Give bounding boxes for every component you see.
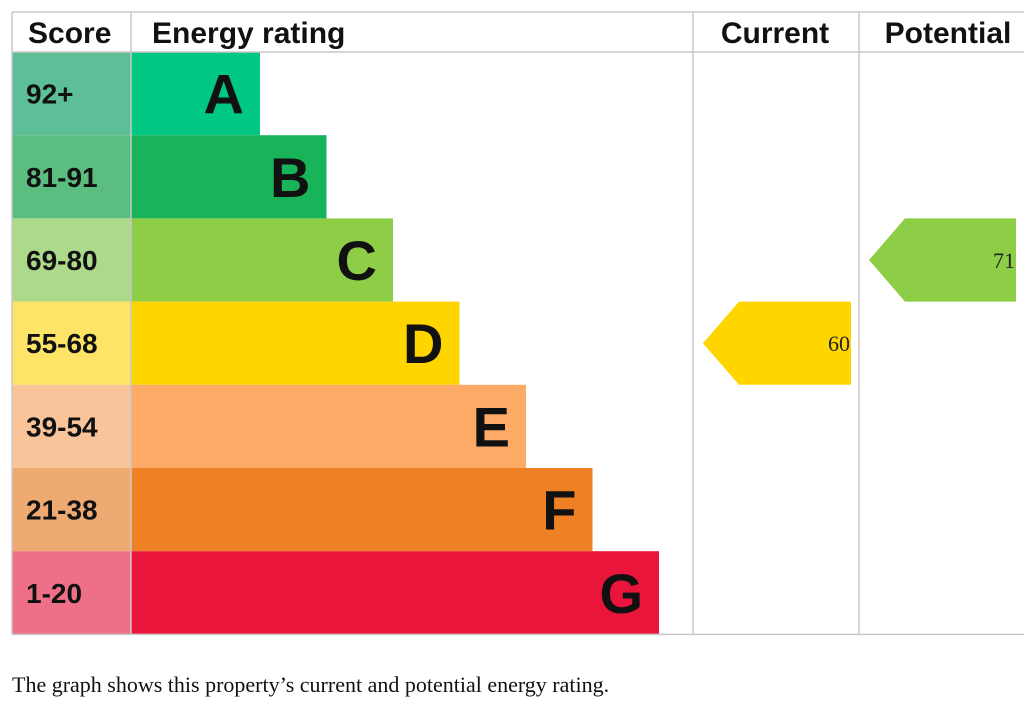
rating-bands: 92+ A 81-91 B 69-80 C 55-68 D 39-54 E 21-38 F 1-20 G [12, 52, 659, 635]
chart-caption: The graph shows this property’s current … [12, 672, 610, 697]
potential-rating-arrow [869, 218, 1016, 302]
rating-bar-g [131, 551, 659, 635]
rating-letter-c: C [337, 229, 377, 292]
current-rating-value: 60 [828, 331, 850, 356]
rating-letter-f: F [542, 479, 576, 542]
rating-bar-a [131, 52, 260, 136]
header-current: Current [721, 17, 829, 50]
rating-letter-b: B [270, 146, 310, 209]
rating-bar-f [131, 468, 593, 552]
rating-arrows: 60 71 [703, 218, 1016, 385]
score-cell-c [12, 218, 131, 302]
header-potential: Potential [885, 17, 1012, 50]
score-cell-b [12, 135, 131, 219]
rating-bar-d [131, 301, 460, 385]
score-cell-f [12, 468, 131, 552]
score-cell-d [12, 301, 131, 385]
score-label-c: 69-80 [26, 245, 98, 276]
score-cell-g [12, 551, 131, 635]
score-label-a: 92+ [26, 79, 74, 110]
score-label-g: 1-20 [26, 578, 82, 609]
rating-bar-c [131, 218, 393, 302]
rating-letter-a: A [204, 63, 244, 126]
score-label-b: 81-91 [26, 162, 98, 193]
score-label-f: 21-38 [26, 495, 98, 526]
current-rating-arrow [703, 301, 851, 385]
header-energy-rating: Energy rating [152, 17, 345, 50]
score-cell-a [12, 52, 131, 136]
rating-letter-e: E [473, 395, 510, 458]
table-grid [11, 11, 1024, 636]
rating-bar-b [131, 135, 327, 219]
epc-chart: Score Energy rating Current Potential 92… [11, 11, 1024, 636]
header-score: Score [28, 17, 111, 50]
rating-bar-e [131, 384, 526, 468]
rating-letter-g: G [599, 562, 643, 625]
rating-letter-d: D [403, 312, 443, 375]
potential-rating-value: 71 [993, 248, 1015, 273]
score-cell-e [12, 384, 131, 468]
score-label-e: 39-54 [26, 411, 98, 442]
score-label-d: 55-68 [26, 328, 98, 359]
